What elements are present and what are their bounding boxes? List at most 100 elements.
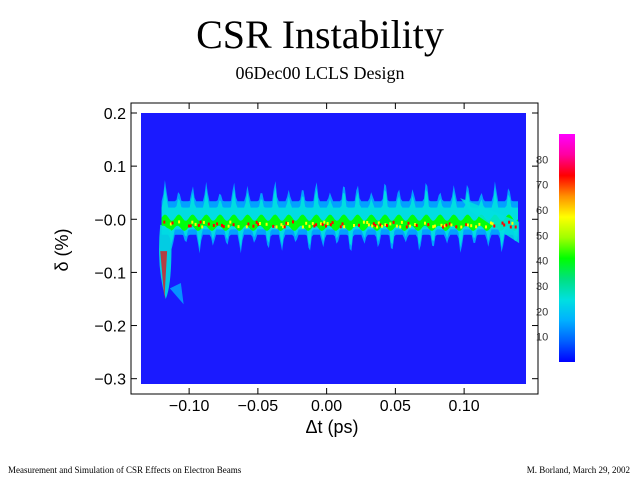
beam-hot-spot	[229, 220, 232, 224]
beam-hot-spot	[374, 224, 377, 227]
beam-hot-spot	[178, 220, 181, 224]
chart-title: CSR Instability	[196, 12, 444, 57]
beam-hot-spot	[207, 222, 210, 226]
colorbar-tick-label: 70	[536, 180, 548, 192]
y-axis-label: δ (%)	[52, 228, 72, 271]
beam-hot-spot	[377, 221, 380, 225]
beam-hot-spot	[169, 222, 172, 226]
colorbar-tick-label: 50	[536, 230, 548, 242]
beam-hot-spot	[325, 224, 327, 228]
beam-hot-spot	[329, 223, 332, 227]
beam-hot-spot	[381, 224, 384, 228]
beam-hot-spot	[222, 225, 225, 228]
colorbar-gradient	[559, 134, 575, 362]
beam-hot-spot	[341, 222, 344, 226]
beam-hot-spot	[257, 222, 260, 226]
beam-hot-spot	[445, 223, 448, 227]
beam-hot-spot	[508, 220, 511, 224]
beam-hot-spot	[367, 223, 370, 227]
beam-hot-spot	[493, 224, 496, 228]
beam-hot-spot	[221, 223, 223, 227]
beam-tail-streak	[460, 198, 520, 244]
y-tick-label: −0.2	[94, 319, 126, 336]
beam-hot-spot	[188, 224, 190, 228]
beam-hot-spot	[227, 224, 230, 228]
colorbar-tick-label: 40	[536, 256, 548, 268]
x-tick-label: −0.05	[238, 398, 279, 415]
beam-hot-spot	[478, 222, 481, 226]
beam-hot-spot	[395, 224, 398, 228]
beam-hot-spot	[400, 220, 403, 224]
beam-hot-spot	[331, 221, 334, 225]
beam-hot-spot	[326, 222, 329, 226]
beam-hot-spot	[171, 221, 174, 225]
beam-head-tail	[169, 283, 184, 305]
chart-subtitle: 06Dec00 LCLS Design	[235, 63, 405, 83]
beam-hot-spot	[433, 224, 436, 228]
beam-hot-spot	[485, 225, 487, 229]
beam-hot-spot	[272, 224, 275, 228]
x-tick-label: 0.10	[449, 398, 480, 415]
beam-hot-spot	[339, 225, 342, 229]
beam-hot-spot	[475, 225, 478, 229]
beam-hot-spot	[389, 222, 392, 226]
beam-hot-spot	[282, 225, 285, 229]
colorbar-tick-label: 20	[536, 306, 548, 318]
beam-hot-spot	[232, 223, 235, 227]
beam-density-band	[161, 214, 518, 231]
beam-hot-spot	[247, 222, 250, 226]
beam-hot-spot	[353, 224, 355, 227]
beam-hot-spot	[503, 223, 506, 227]
beam-density-band	[161, 186, 518, 249]
beam-hot-spot	[379, 223, 382, 227]
beam-hot-spot	[275, 225, 278, 229]
beam-hot-spot	[259, 222, 261, 225]
plot-background	[141, 113, 526, 384]
colorbar-tick-label: 10	[536, 332, 548, 344]
beam-hot-spot	[440, 223, 443, 227]
beam-hot-spot	[287, 222, 289, 226]
plot-frame	[130, 102, 539, 395]
beam-hot-spot	[362, 220, 365, 224]
beam-hot-spot	[212, 224, 215, 227]
beam-hot-spot	[386, 224, 388, 227]
beam-hot-spot	[301, 225, 304, 229]
beam-hot-spot	[265, 222, 268, 226]
beam-hot-spot	[409, 224, 412, 228]
colorbar-tick-label: 30	[536, 281, 548, 293]
beam-hot-spot	[199, 220, 202, 224]
beam-hot-spot	[448, 222, 451, 226]
beam-hot-spot	[501, 221, 504, 225]
beam-hot-spot	[460, 225, 463, 229]
beam-hot-spot	[465, 223, 468, 227]
beam-hot-spot	[455, 225, 458, 229]
beam-hot-spot	[163, 220, 166, 224]
beam-density-layer	[159, 180, 520, 305]
beam-hot-spot	[399, 225, 402, 229]
beam-hot-spot	[432, 225, 435, 229]
y-tick-label: −0.3	[94, 372, 126, 389]
y-axis-ticks: 0.2 0.1 −0.0 −0.1 −0.2 −0.3	[94, 106, 538, 389]
beam-head-core	[160, 251, 168, 299]
beam-hot-spot	[323, 220, 326, 224]
beam-hot-spot	[201, 225, 204, 229]
beam-hot-spot	[366, 221, 369, 224]
beam-hot-spot	[427, 223, 430, 227]
y-tick-label: −0.0	[94, 212, 126, 229]
beam-hot-spot	[283, 225, 286, 229]
footer-left: Measurement and Simulation of CSR Effect…	[8, 465, 242, 475]
beam-hot-spot	[450, 223, 453, 227]
beam-hot-spot	[511, 221, 514, 225]
y-tick-label: 0.1	[104, 159, 126, 176]
beam-hot-spot	[407, 221, 410, 225]
y-tick-label: 0.2	[104, 106, 126, 123]
beam-hot-spot	[443, 224, 446, 228]
beam-hot-spot	[470, 224, 473, 228]
beam-hot-spot	[343, 225, 346, 229]
beam-hot-spot	[255, 220, 258, 224]
beam-hot-spot	[245, 225, 248, 229]
colorbar-tick-label: 60	[536, 205, 548, 217]
beam-hot-spot	[405, 225, 408, 229]
beam-hot-spot	[315, 223, 318, 227]
